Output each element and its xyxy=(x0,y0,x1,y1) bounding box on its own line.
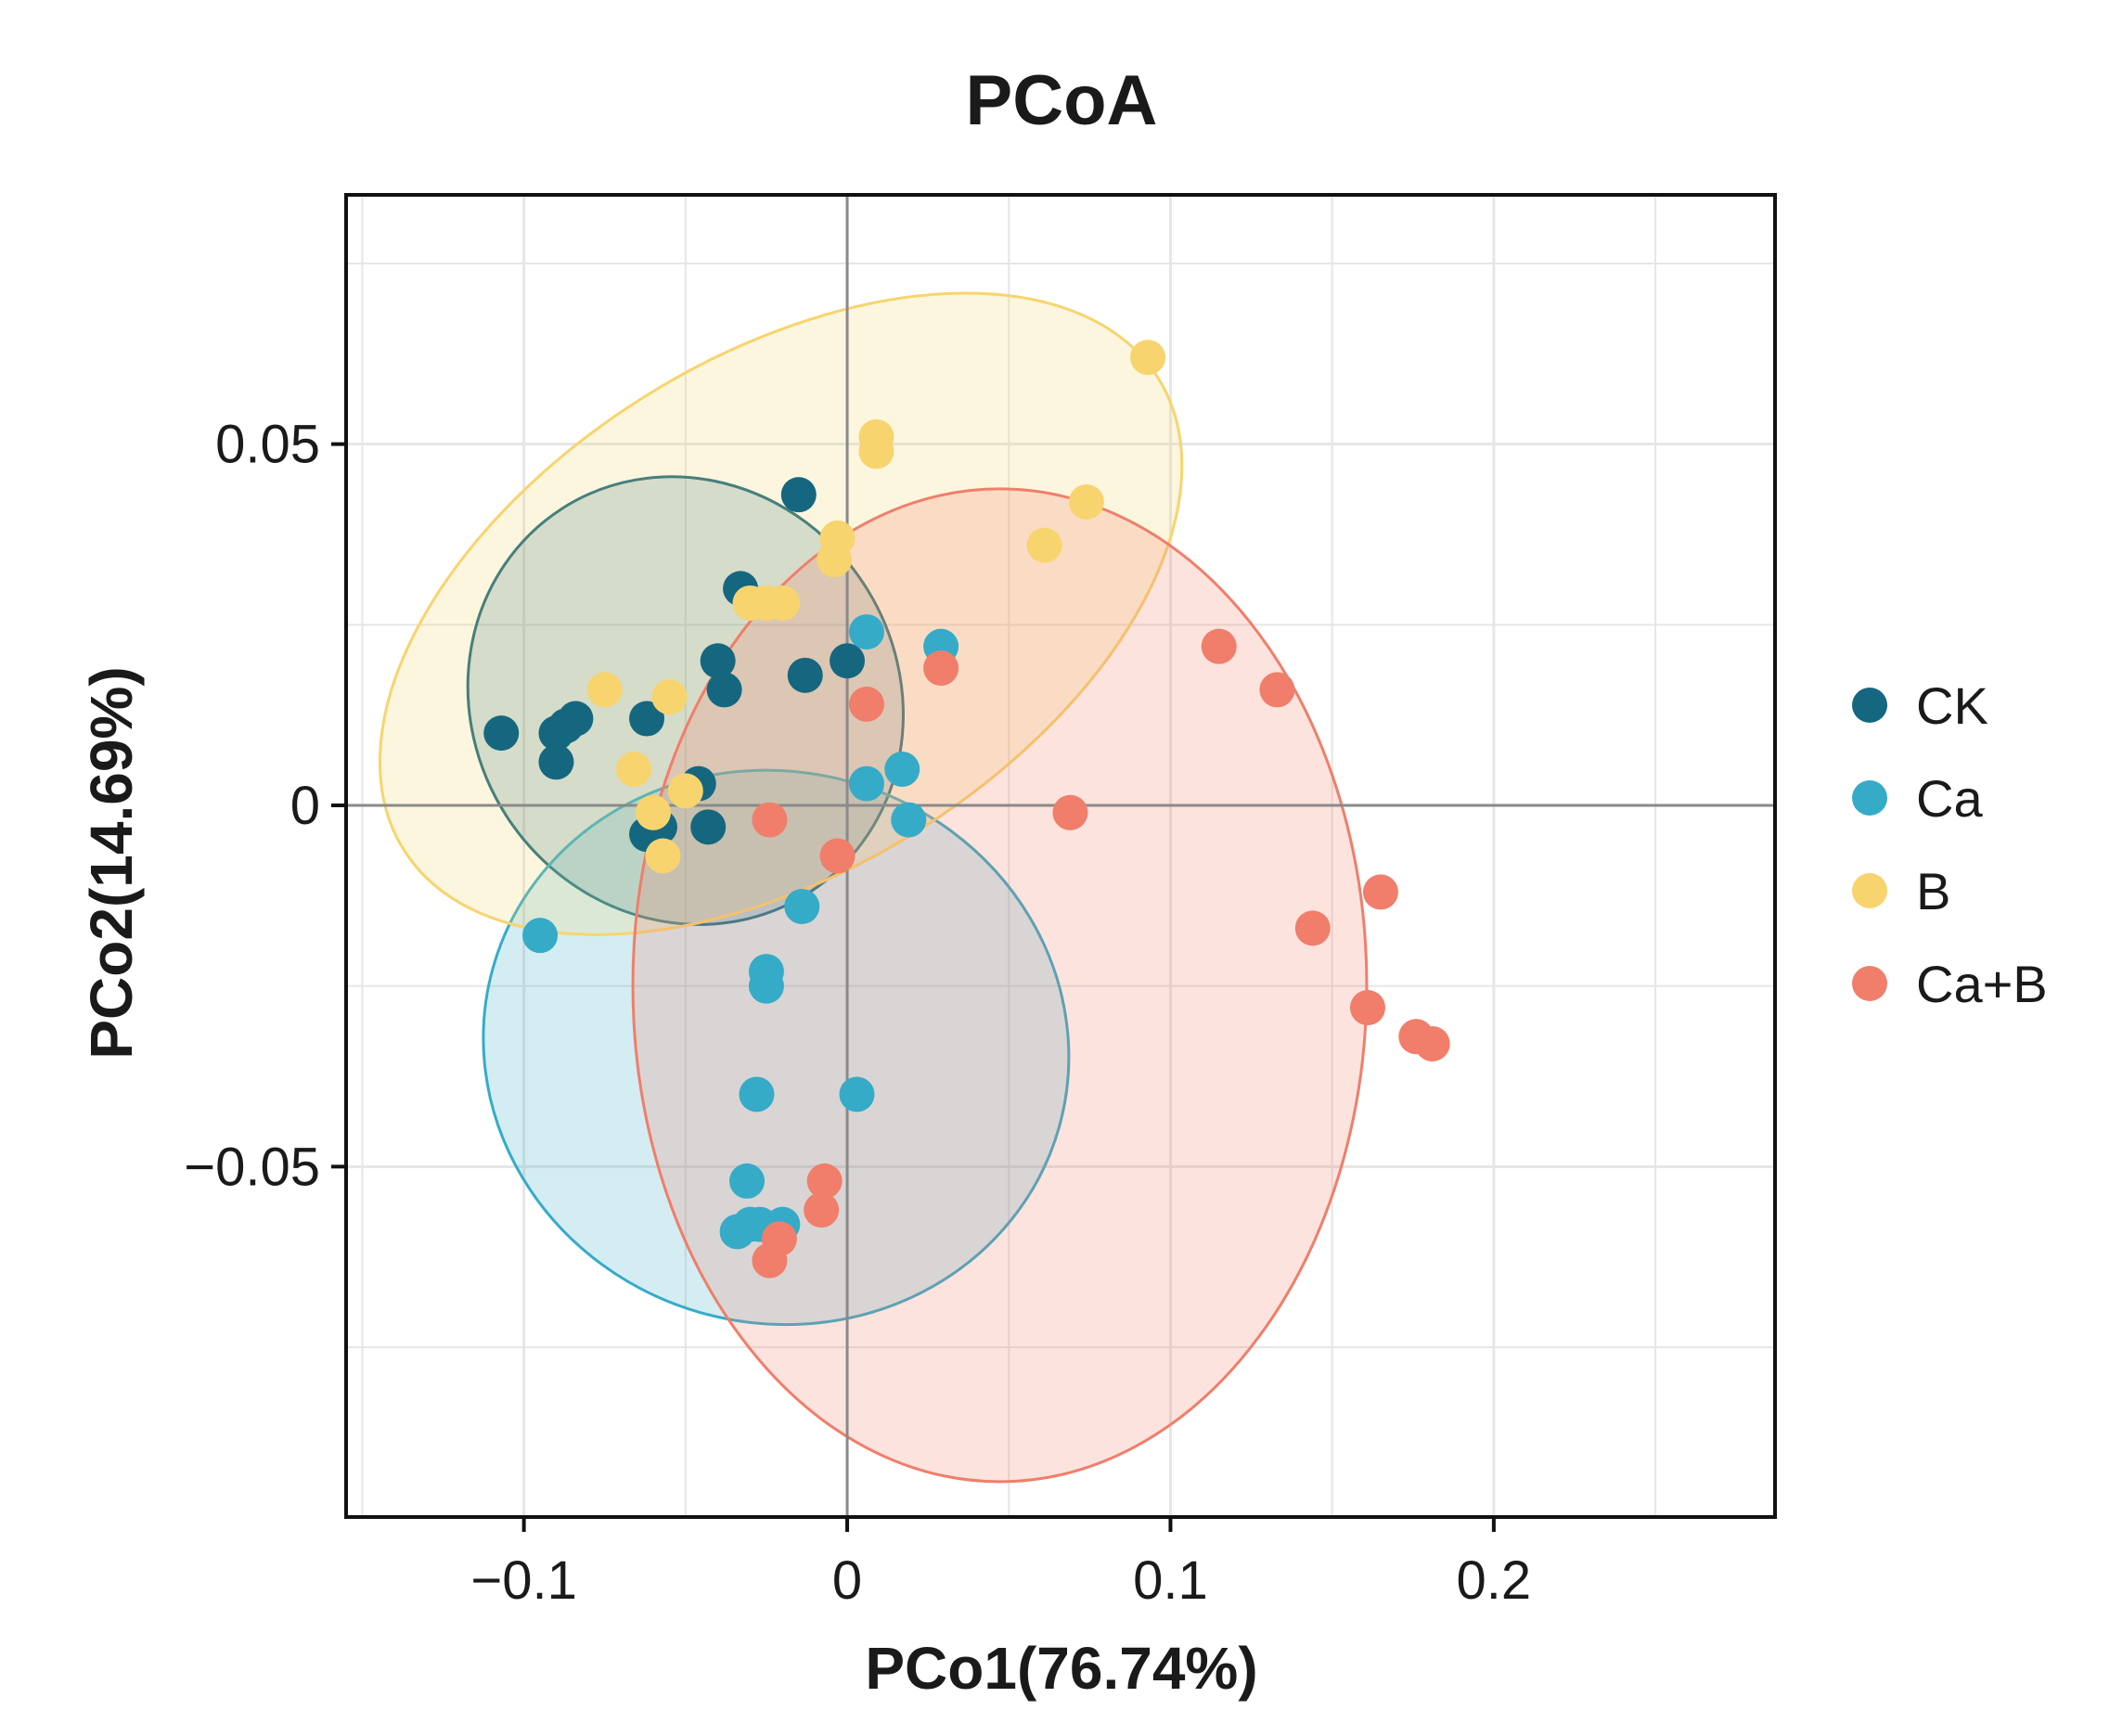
point-ca xyxy=(522,918,559,954)
confidence-ellipses xyxy=(378,291,1369,1484)
point-ca-b xyxy=(923,650,959,687)
point-ca-b xyxy=(848,686,884,722)
grid-lines xyxy=(346,195,1775,1517)
point-ck xyxy=(483,715,520,752)
point-b xyxy=(765,585,801,621)
point-ca-b xyxy=(761,1221,797,1257)
y-tick-label: 0.05 xyxy=(215,415,320,475)
point-ca xyxy=(839,1076,875,1112)
point-ca xyxy=(784,889,820,925)
point-b xyxy=(1026,527,1062,563)
point-b xyxy=(645,838,681,874)
point-ca-b xyxy=(1201,628,1237,664)
chart-title: PCoA xyxy=(966,61,1158,140)
point-ck xyxy=(700,643,736,679)
point-ca-b xyxy=(1414,1025,1450,1061)
point-ca-b xyxy=(1349,990,1385,1026)
point-ck xyxy=(547,708,584,744)
legend-marker-ck xyxy=(1852,688,1887,723)
point-b xyxy=(635,794,671,830)
point-ca xyxy=(848,614,884,650)
point-ck xyxy=(629,701,665,737)
point-ck xyxy=(690,809,727,845)
legend-label-b: B xyxy=(1916,862,1950,920)
axis-ticks: −0.1 0 0.1 0.2 −0.05 0 0.05 xyxy=(184,415,1531,1611)
legend: CK Ca B Ca+B xyxy=(1852,676,2048,1013)
point-ca xyxy=(739,1076,775,1112)
data-points xyxy=(483,340,1450,1279)
plot-frame xyxy=(344,193,1777,1519)
point-ca-b xyxy=(1294,910,1331,946)
x-axis-title: PCo1(76.74%) xyxy=(865,1635,1257,1702)
x-tick-label: 0.1 xyxy=(1133,1550,1208,1611)
point-b xyxy=(817,542,853,578)
point-ca xyxy=(884,752,920,788)
point-ca-b xyxy=(1052,794,1088,830)
point-ck xyxy=(706,672,742,708)
x-tick-label: 0 xyxy=(832,1550,862,1611)
point-ca-b xyxy=(804,1192,840,1228)
legend-label-ca-b: Ca+B xyxy=(1916,955,2048,1013)
point-ck xyxy=(538,744,574,780)
point-b xyxy=(1068,483,1104,520)
x-tick-label: 0.2 xyxy=(1457,1550,1532,1611)
point-ca-b xyxy=(1259,672,1295,708)
point-ck xyxy=(780,477,817,513)
point-ca-b xyxy=(819,838,856,874)
legend-marker-ca xyxy=(1852,780,1887,816)
point-ca-b xyxy=(806,1163,843,1199)
legend-label-ca: Ca xyxy=(1916,769,1983,828)
point-b xyxy=(651,679,688,715)
legend-label-ck: CK xyxy=(1916,676,1988,735)
point-ca-b xyxy=(752,802,788,838)
point-b xyxy=(586,672,623,708)
point-b xyxy=(667,773,703,809)
point-ck xyxy=(830,643,866,679)
point-ck xyxy=(787,657,823,693)
point-ca-b xyxy=(1362,874,1398,910)
point-ca xyxy=(848,765,884,802)
plot-background xyxy=(346,195,1775,1517)
y-tick-label: −0.05 xyxy=(184,1137,320,1197)
point-b xyxy=(1130,340,1166,376)
point-b xyxy=(616,752,652,788)
legend-marker-b xyxy=(1852,873,1887,908)
point-ca xyxy=(891,802,927,838)
x-tick-label: −0.1 xyxy=(470,1550,577,1611)
y-tick-label: 0 xyxy=(290,776,320,836)
y-axis-title: PCo2(14.69%) xyxy=(78,666,145,1059)
point-b xyxy=(732,585,768,621)
point-b xyxy=(858,433,894,469)
legend-marker-ca-b xyxy=(1852,966,1887,1001)
point-ca xyxy=(748,968,784,1004)
point-ca xyxy=(729,1163,766,1199)
ellipse-ca-b xyxy=(631,487,1369,1484)
